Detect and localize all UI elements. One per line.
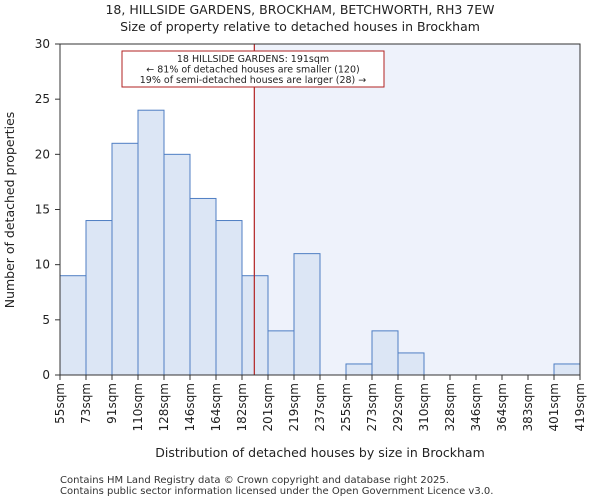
annotation-line1: 18 HILLSIDE GARDENS: 191sqm [177,54,329,65]
bar-146sqm [189,197,217,376]
x-tick-label-219sqm: 219sqm [287,383,301,431]
y-tick-label: 5 [42,313,50,327]
bars-group [59,109,581,376]
bar-91sqm [111,142,139,376]
x-tick-label-310sqm: 310sqm [417,383,431,431]
bar-273sqm [371,330,399,376]
y-axis-label: Number of detached properties [2,112,17,309]
bar-219sqm [293,253,321,376]
bar-73sqm [85,220,113,376]
x-tick-label-128sqm: 128sqm [157,383,171,431]
x-tick-label-273sqm: 273sqm [365,383,379,431]
x-tick-label-237sqm: 237sqm [313,383,327,431]
x-tick-label-364sqm: 364sqm [495,383,509,431]
x-axis-ticks: 55sqm 73sqm 91sqm 110sqm 128sqm 146sqm 164sqm 1… [53,375,587,431]
y-tick-label: 20 [35,147,50,161]
x-tick-label-164sqm: 164sqm [209,383,223,431]
x-tick-label-55sqm: 55sqm [53,383,67,424]
footer-line2: Contains public sector information licen… [60,486,493,497]
y-tick-label: 10 [35,258,50,272]
bar-255sqm [345,363,373,376]
x-tick-label-146sqm: 146sqm [183,383,197,431]
bar-164sqm [215,220,243,376]
x-tick-label-401sqm: 401sqm [547,383,561,431]
y-tick-label: 15 [35,203,50,217]
bar-55sqm [59,275,87,376]
bar-401sqm [553,363,581,376]
bar-128sqm [163,153,191,376]
x-tick-label-292sqm: 292sqm [391,383,405,431]
x-tick-label-346sqm: 346sqm [469,383,483,431]
x-tick-label-328sqm: 328sqm [443,383,457,431]
x-axis-label: Distribution of detached houses by size … [155,445,485,460]
chart-title-line2: Size of property relative to detached ho… [120,19,480,34]
x-tick-label-383sqm: 383sqm [521,383,535,431]
footer-line1: Contains HM Land Registry data © Crown c… [60,475,449,486]
bar-201sqm [267,330,295,376]
x-tick-label-182sqm: 182sqm [235,383,249,431]
y-tick-label: 0 [42,368,50,382]
y-tick-label: 30 [35,37,50,51]
x-tick-label-201sqm: 201sqm [261,383,275,431]
annotation-box [121,50,385,88]
bar-110sqm [137,109,165,376]
x-tick-label-255sqm: 255sqm [339,383,353,431]
chart-title-line1: 18, HILLSIDE GARDENS, BROCKHAM, BETCHWOR… [105,2,494,17]
x-tick-label-91sqm: 91sqm [105,383,119,424]
y-axis-ticks: 0 5 10 15 20 25 30 [35,37,60,382]
bar-182sqm [241,275,269,376]
annotation-line3: 19% of semi-detached houses are larger (… [140,75,367,86]
x-tick-label-110sqm: 110sqm [131,383,145,431]
annotation-line2: ← 81% of detached houses are smaller (12… [146,65,359,76]
x-tick-label-419sqm: 419sqm [573,383,587,431]
y-tick-label: 25 [35,92,50,106]
plot-area: 0 5 10 15 20 25 30 55sqm 73sqm 91sqm 110sqm 128sqm… [35,37,587,431]
x-tick-label-73sqm: 73sqm [79,383,93,424]
bar-292sqm [397,352,425,376]
